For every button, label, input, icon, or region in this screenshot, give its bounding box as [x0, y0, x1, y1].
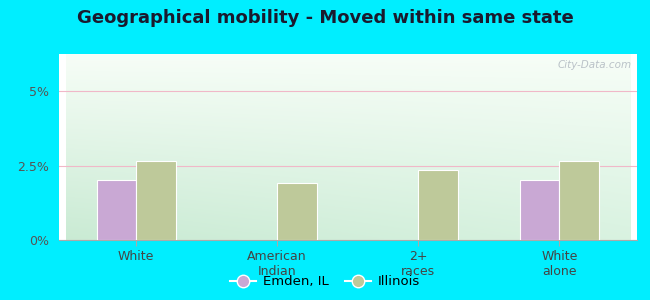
- Bar: [277, 184, 317, 240]
- Text: Geographical mobility - Moved within same state: Geographical mobility - Moved within sam…: [77, 9, 573, 27]
- Bar: [97, 181, 136, 240]
- Bar: [560, 161, 599, 240]
- Legend: Emden, IL, Illinois: Emden, IL, Illinois: [225, 270, 425, 293]
- Bar: [136, 161, 176, 240]
- Bar: [520, 181, 560, 240]
- Bar: [419, 170, 458, 240]
- Text: City-Data.com: City-Data.com: [557, 60, 631, 70]
